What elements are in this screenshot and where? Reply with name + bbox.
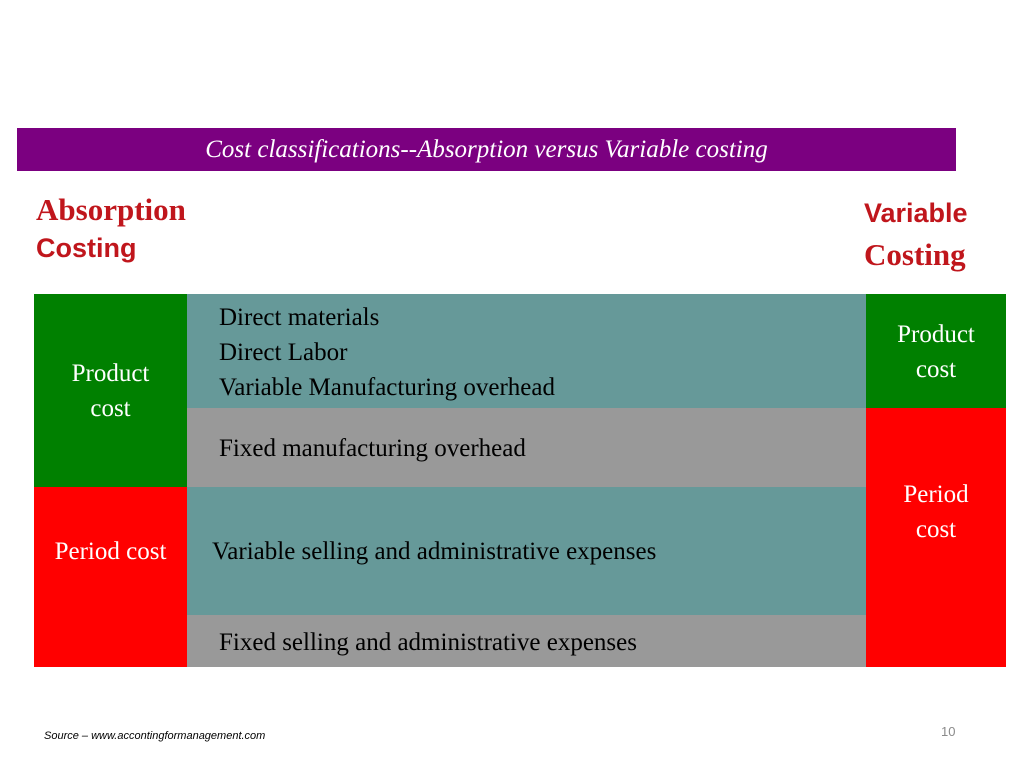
variable-manufacturing-costs-cell: Direct materials Direct Labor Variable M…: [187, 294, 866, 408]
variable-product-cost-cell: Product cost: [866, 294, 1006, 408]
fixed-manufacturing-overhead-item: Fixed manufacturing overhead: [219, 435, 526, 462]
variable-heading-line1: Variable: [864, 198, 968, 228]
variable-selling-admin-cell: Variable selling and administrative expe…: [187, 487, 866, 615]
direct-materials-item: Direct materials: [219, 304, 380, 331]
slide-title-banner: Cost classifications--Absorption versus …: [17, 128, 956, 171]
variable-selling-admin-item: Variable selling and administrative expe…: [212, 538, 657, 565]
variable-product-cost-line2: cost: [915, 356, 957, 383]
absorption-period-cost-cell: Period cost: [34, 487, 187, 615]
absorption-product-cost-line2: cost: [90, 394, 131, 422]
fixed-manufacturing-overhead-cell: Fixed manufacturing overhead: [187, 408, 866, 487]
absorption-period-cost-label: Period cost: [54, 537, 167, 565]
absorption-product-cost-cell: Product cost: [34, 294, 187, 487]
slide-title: Cost classifications--Absorption versus …: [205, 135, 768, 163]
absorption-heading-line1: Absorption: [36, 192, 186, 227]
variable-period-cost-cell: Period cost: [866, 408, 1006, 667]
fixed-selling-admin-item: Fixed selling and administrative expense…: [219, 629, 637, 656]
absorption-heading-line2: Costing: [36, 233, 137, 263]
source-citation: Source – www.accontingformanagement.com: [44, 730, 266, 742]
page-number: 10: [941, 724, 956, 739]
fixed-selling-admin-cell: Fixed selling and administrative expense…: [187, 615, 866, 667]
direct-labor-item: Direct Labor: [219, 339, 348, 366]
variable-period-cost-line1: Period: [903, 481, 969, 508]
absorption-period-cost-extension: [34, 615, 187, 667]
variable-product-cost-line1: Product: [897, 321, 975, 348]
variable-heading-line2: Costing: [864, 237, 966, 272]
variable-manufacturing-overhead-item: Variable Manufacturing overhead: [219, 374, 555, 401]
absorption-product-cost-line1: Product: [71, 359, 150, 387]
variable-period-cost-line2: cost: [915, 516, 957, 543]
